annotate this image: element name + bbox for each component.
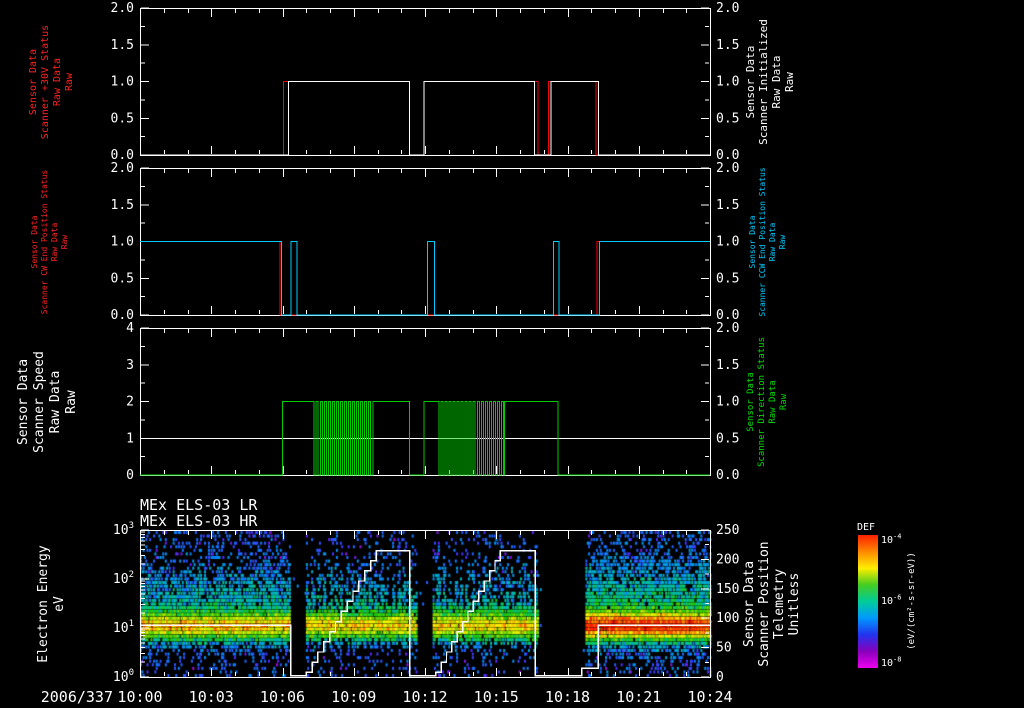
plot-title-lr: MEx ELS-03 LR [140, 496, 258, 514]
svg-text:101: 101 [113, 619, 134, 636]
panel-spectrogram-frame [140, 530, 711, 678]
svg-text:0: 0 [716, 670, 724, 685]
svg-text:10:15: 10:15 [474, 688, 519, 706]
svg-text:10:21: 10:21 [616, 688, 661, 706]
svg-text:0.0: 0.0 [716, 468, 739, 483]
svg-text:0.0: 0.0 [111, 308, 134, 323]
panel-3-left-title: Sensor Data Scanner Speed Raw Data Raw [16, 351, 79, 453]
colorbar-units: (eV/(cm²-s-sr-eV)) [907, 552, 917, 650]
svg-text:1.5: 1.5 [111, 38, 134, 53]
svg-text:50: 50 [716, 641, 732, 656]
series-scanner-ccw-end-position [140, 241, 710, 316]
plot-title-hr: MEx ELS-03 HR [140, 512, 258, 530]
svg-text:150: 150 [716, 582, 739, 597]
svg-text:0.5: 0.5 [716, 111, 739, 126]
panel-end-position: 0.0 0.5 1.0 1.5 2.0 0.0 0.5 1.0 1.5 2.0 [111, 161, 740, 323]
svg-text:10:12: 10:12 [402, 688, 447, 706]
svg-text:1.0: 1.0 [716, 75, 739, 90]
svg-text:10:24: 10:24 [687, 688, 732, 706]
svg-text:103: 103 [113, 521, 134, 538]
time-axis-labels: 10:00 10:03 10:06 10:09 10:12 10:15 10:18 10:21… [41, 688, 733, 706]
svg-text:0.5: 0.5 [716, 431, 739, 446]
colorbar-group: DEF 10-4 10-6 10-8 (eV/(cm²-s-sr-eV)) [857, 522, 917, 669]
panel-scanner-speed-frame [140, 328, 711, 476]
svg-text:0.5: 0.5 [716, 271, 739, 286]
svg-text:1: 1 [126, 431, 134, 446]
svg-text:10-4: 10-4 [881, 533, 901, 547]
svg-text:1.5: 1.5 [716, 358, 739, 373]
svg-text:10:09: 10:09 [331, 688, 376, 706]
colorbar-title: DEF [857, 522, 875, 533]
svg-text:2.0: 2.0 [716, 321, 739, 336]
svg-text:0.0: 0.0 [716, 308, 739, 323]
svg-text:2.0: 2.0 [716, 161, 739, 176]
svg-text:2: 2 [126, 395, 134, 410]
panel-3-right-title: Sensor Data Scanner Direction Status Raw D… [746, 336, 789, 468]
panel-2-right-title: Sensor Data Scanner CCW End Position Stat… [748, 167, 787, 317]
svg-text:3: 3 [126, 358, 134, 373]
svg-text:1.5: 1.5 [111, 198, 134, 213]
svg-text:1.5: 1.5 [716, 38, 739, 53]
svg-text:200: 200 [716, 552, 739, 567]
panel-4-right-title: Sensor Data Scanner Position Telemetry Unit… [742, 541, 802, 667]
svg-text:10:03: 10:03 [189, 688, 234, 706]
svg-text:4: 4 [126, 321, 134, 336]
svg-text:100: 100 [113, 668, 134, 685]
panel-4-left-title: Electron Energy eV [36, 545, 67, 663]
panel-spectrogram: 100 101 102 103 0 50 100 150 200 250 [113, 521, 740, 685]
svg-text:1.0: 1.0 [111, 75, 134, 90]
svg-text:0: 0 [126, 468, 134, 483]
svg-text:10-6: 10-6 [881, 594, 901, 608]
date-label: 2006/337 [41, 688, 113, 706]
svg-text:1.0: 1.0 [111, 235, 134, 250]
svg-text:1.0: 1.0 [716, 395, 739, 410]
svg-text:10:06: 10:06 [260, 688, 305, 706]
series-scanner-position [140, 549, 710, 677]
svg-text:0.0: 0.0 [716, 148, 739, 163]
svg-text:2.0: 2.0 [716, 1, 739, 16]
svg-text:0.5: 0.5 [111, 271, 134, 286]
svg-text:0.5: 0.5 [111, 111, 134, 126]
svg-text:2.0: 2.0 [111, 1, 134, 16]
svg-text:0.0: 0.0 [111, 148, 134, 163]
panel-scanner-status-frame [140, 8, 711, 156]
panel-scanner-status: 0.0 0.5 1.0 1.5 2.0 0.0 0.5 1.0 1.5 2.0 [111, 1, 740, 163]
svg-text:1.0: 1.0 [716, 235, 739, 250]
svg-text:250: 250 [716, 523, 739, 538]
svg-text:10-8: 10-8 [881, 656, 901, 670]
panel-scanner-speed: 0 1 2 3 4 0.0 0.5 1.0 1.5 2.0 [126, 321, 739, 483]
svg-text:10:00: 10:00 [117, 688, 162, 706]
svg-text:1.5: 1.5 [716, 198, 739, 213]
series-scanner-initialized [140, 81, 710, 156]
colorbar [858, 535, 878, 668]
svg-text:100: 100 [716, 611, 739, 626]
svg-text:2.0: 2.0 [111, 161, 134, 176]
svg-text:102: 102 [113, 570, 134, 587]
series-scanner-direction-status [140, 401, 710, 476]
panel-1-right-title: Sensor Data Scanner Initialized Raw Data Ra… [744, 19, 796, 145]
panel-1-left-title: Sensor Data Scanner +30V Status Raw Data Ra… [28, 24, 75, 140]
svg-text:10:18: 10:18 [545, 688, 590, 706]
panel-2-left-title: Sensor Data Scanner CW End Position Statu… [30, 169, 69, 315]
